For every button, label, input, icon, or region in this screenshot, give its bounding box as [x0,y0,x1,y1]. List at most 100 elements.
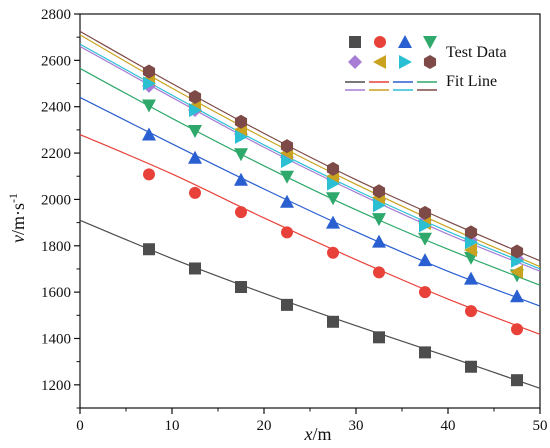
legend-marker-5 [348,55,362,69]
data-point-series-7 [511,253,524,268]
fit-line-3 [79,96,541,307]
legend-fit-line-label: Fit Line [446,73,497,90]
data-point-series-2 [511,323,523,336]
x-tick-label: 40 [441,418,456,434]
data-point-series-2 [419,286,431,299]
legend-marker-4 [423,36,437,49]
y-axis-label-var: v [8,235,28,243]
y-tick-label: 2800 [41,7,71,23]
data-point-series-8 [188,89,202,104]
y-axis-ticks: 1200 1400 1600 1800 2000 2200 2400 2600 2800 [41,7,80,409]
data-point-series-3 [464,271,478,285]
data-point-series-4 [326,192,340,206]
data-point-series-3 [188,150,202,164]
data-point-series-8 [464,225,478,240]
legend-marker-7 [399,55,412,69]
data-point-series-2 [281,226,293,239]
data-point-series-3 [372,234,386,248]
data-point-series-2 [189,186,201,199]
legend-marker-2 [374,36,386,48]
legend-marker-8 [423,55,437,69]
data-point-series-4 [142,99,156,113]
data-point-series-2 [465,305,477,318]
x-axis-label-var: x [303,424,312,444]
data-point-series-8 [510,244,524,259]
data-point-series-8 [280,139,294,154]
data-point-series-8 [372,184,386,199]
y-tick-label: 2200 [41,146,71,162]
fit-line-4 [79,67,541,286]
y-tick-label: 1600 [41,285,71,301]
x-tick-label: 10 [165,418,180,434]
data-point-series-1 [419,346,431,359]
legend-test-data-label: Test Data [446,44,507,61]
x-tick-label: 20 [257,418,272,434]
x-axis-label: x/m [303,424,331,444]
data-point-series-4 [280,170,294,184]
data-point-series-3 [280,194,294,208]
data-point-series-1 [189,262,201,275]
fit-line-1 [79,219,541,389]
data-point-series-6 [464,242,477,257]
x-axis-label-unit: /m [312,424,331,444]
data-point-series-2 [235,206,247,219]
data-markers [142,64,524,387]
legend-marker-1 [349,36,361,48]
data-point-series-2 [143,168,155,181]
data-point-series-8 [418,205,432,220]
data-point-series-3 [418,253,432,267]
data-point-series-3 [234,172,248,186]
data-point-series-7 [281,154,294,169]
data-point-series-1 [281,298,293,311]
data-point-series-4 [188,125,202,139]
y-tick-label: 2400 [41,100,71,116]
y-tick-label: 2000 [41,192,71,208]
legend-marker-3 [398,35,412,48]
data-point-series-2 [327,246,339,259]
data-point-series-7 [143,76,156,91]
data-point-series-7 [419,218,432,233]
data-point-series-4 [234,148,248,162]
data-point-series-2 [373,266,385,279]
legend: Test Data Fit Line [345,35,507,91]
legend-marker-6 [373,55,386,69]
y-tick-label: 1400 [41,331,71,347]
data-point-series-7 [373,198,386,213]
data-point-series-4 [418,232,432,246]
data-point-series-3 [510,289,524,303]
fit-line-6 [79,34,541,268]
fit-line-8 [79,30,541,262]
fit-lines [79,30,541,389]
data-point-series-1 [143,243,155,256]
data-point-series-8 [326,161,340,176]
data-point-series-7 [327,176,340,191]
y-tick-label: 1800 [41,239,71,255]
y-tick-label: 1200 [41,378,71,394]
data-point-series-3 [142,127,156,141]
x-tick-label: 50 [533,418,548,434]
data-point-series-1 [465,360,477,373]
fit-line-5 [79,45,541,272]
y-tick-label: 2600 [41,53,71,69]
data-point-series-7 [189,103,202,118]
data-point-series-6 [510,264,523,279]
y-axis-label: v/m·s-1 [6,193,28,243]
data-point-series-3 [326,215,340,229]
x-axis-ticks: 0 10 20 30 40 50 [76,408,548,434]
data-point-series-1 [373,331,385,344]
y-axis-label-unit: /m·s [8,203,28,235]
data-point-series-4 [372,213,386,227]
data-point-series-1 [235,281,247,294]
data-point-series-7 [465,235,478,250]
data-point-series-8 [234,114,248,129]
y-axis-label-superscript: -1 [6,193,20,203]
x-tick-label: 30 [349,418,364,434]
fit-line-7 [79,43,541,270]
data-point-series-8 [142,64,156,79]
fit-line-2 [79,133,541,335]
data-point-series-1 [511,374,523,387]
data-point-series-1 [327,315,339,328]
data-point-series-7 [235,129,248,144]
